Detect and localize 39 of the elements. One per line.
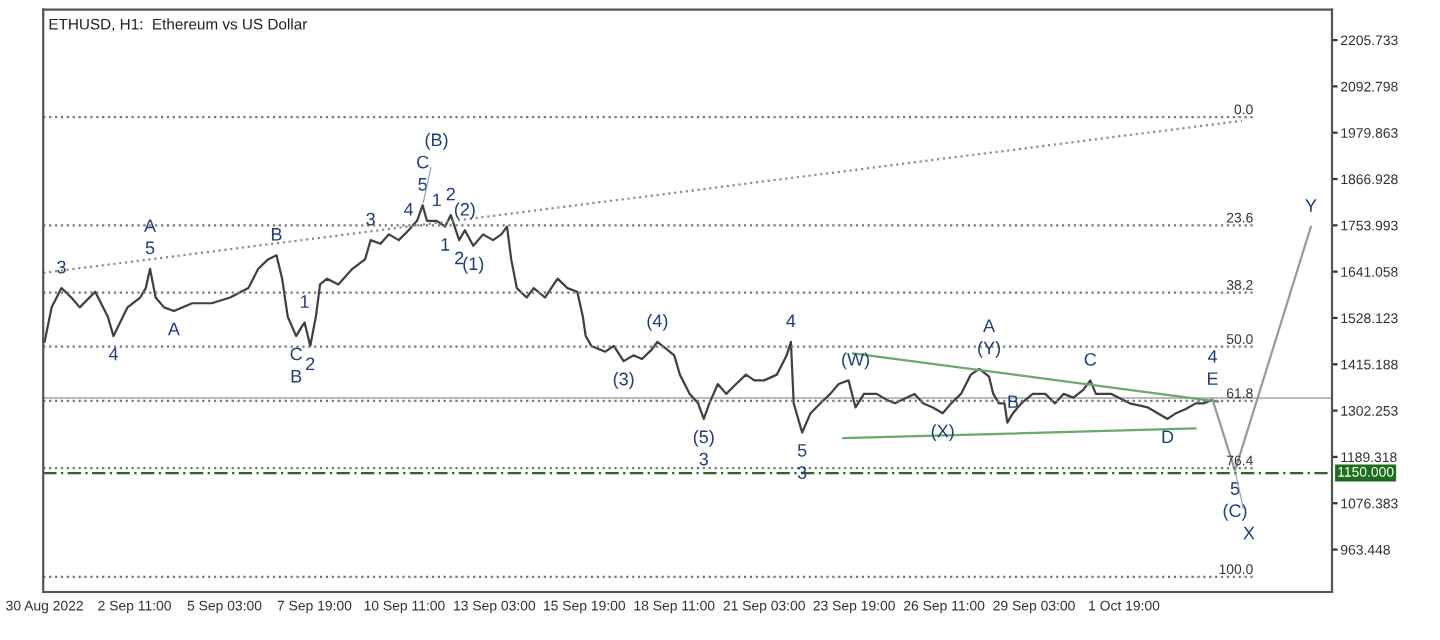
annotation: (5) — [693, 429, 714, 447]
annotation: 5 — [145, 241, 155, 255]
annotation: 5 — [418, 178, 427, 191]
annotation: X — [1243, 526, 1255, 540]
annotation: (4) — [647, 313, 668, 331]
annotation: (1) — [463, 256, 484, 274]
annotation: (2) — [454, 202, 475, 220]
annotation: 1 — [433, 193, 441, 207]
annotation: (3) — [613, 372, 634, 389]
annotation: 3 — [366, 212, 375, 226]
annotation: D — [1162, 430, 1174, 444]
annotation: E — [1208, 372, 1218, 385]
annotation: B — [291, 369, 302, 383]
annotation: 1 — [300, 295, 309, 308]
annotation: 4 — [1207, 350, 1218, 363]
annotation: A — [983, 319, 996, 332]
annotation: (B) — [425, 132, 448, 150]
annotation: 2 — [446, 187, 455, 201]
annotation: A — [167, 322, 180, 336]
annotation: C — [1084, 352, 1097, 366]
annotation: (Y) — [978, 341, 1000, 358]
annotation: Y — [1305, 199, 1317, 212]
annotation: 4 — [108, 347, 118, 361]
annotation: (C) — [1223, 503, 1247, 521]
annotation: 2 — [306, 357, 315, 371]
annotation: 4 — [404, 203, 414, 216]
annotation: 5 — [1230, 482, 1240, 495]
annotation: C — [417, 155, 429, 169]
annotation: 2 — [455, 251, 464, 265]
annotation: 3 — [57, 260, 66, 274]
annotation: (W) — [842, 352, 869, 370]
annotation: 4 — [786, 314, 796, 328]
annotation: A — [144, 219, 156, 232]
annotation: B — [1008, 395, 1019, 408]
annotation: 3 — [699, 452, 708, 466]
annotation: B — [271, 228, 282, 241]
annotation: 1 — [441, 238, 450, 251]
annotation: 5 — [797, 444, 807, 457]
annotation: C — [290, 347, 303, 361]
